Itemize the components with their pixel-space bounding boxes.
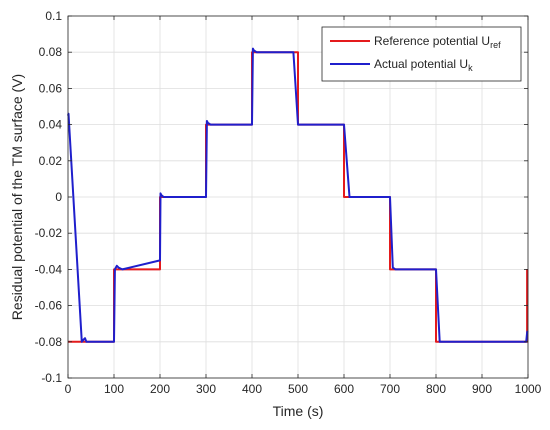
x-tick-label: 0 <box>65 382 72 396</box>
legend-label-actual-subscript: k <box>468 63 473 73</box>
legend-label-reference-main: Reference potential U <box>374 34 490 48</box>
x-tick-label: 500 <box>288 382 308 396</box>
y-tick-label: 0.08 <box>39 45 63 59</box>
x-tick-label: 300 <box>196 382 216 396</box>
y-tick-label: 0.06 <box>39 81 63 95</box>
tick-labels: 0 100 200 300 400 500 600 700 800 900 1000 -0.1 -0.0… <box>35 9 542 396</box>
x-tick-label: 1000 <box>515 382 542 396</box>
x-axis-title: Time (s) <box>273 403 324 419</box>
legend-label-actual: Actual potential Uk <box>374 57 473 73</box>
y-tick-label: -0.06 <box>35 299 63 313</box>
x-tick-label: 700 <box>380 382 400 396</box>
legend-label-actual-main: Actual potential U <box>374 57 468 71</box>
ticks <box>67 15 529 379</box>
legend-label-reference-subscript: ref <box>490 40 501 50</box>
legend-label-reference: Reference potential Uref <box>374 34 501 50</box>
x-tick-label: 800 <box>426 382 446 396</box>
y-tick-label: 0.04 <box>39 118 63 132</box>
y-tick-label: -0.08 <box>35 335 63 349</box>
y-tick-label: 0.02 <box>39 154 63 168</box>
series-layer <box>67 47 529 343</box>
x-tick-label: 100 <box>104 382 124 396</box>
x-tick-label: 200 <box>150 382 170 396</box>
legend: Reference potential Uref Actual potentia… <box>321 26 522 82</box>
y-tick-label: -0.02 <box>35 226 63 240</box>
actual-potential-line <box>67 47 529 343</box>
y-tick-label: 0 <box>55 190 62 204</box>
x-tick-label: 600 <box>334 382 354 396</box>
x-tick-label: 400 <box>242 382 262 396</box>
y-tick-label: -0.1 <box>41 371 62 385</box>
y-axis-title: Residual potential of the TM surface (V) <box>9 74 25 320</box>
y-tick-label: -0.04 <box>35 262 63 276</box>
y-tick-label: 0.1 <box>45 9 62 23</box>
legend-box <box>321 26 522 82</box>
x-tick-label: 900 <box>472 382 492 396</box>
